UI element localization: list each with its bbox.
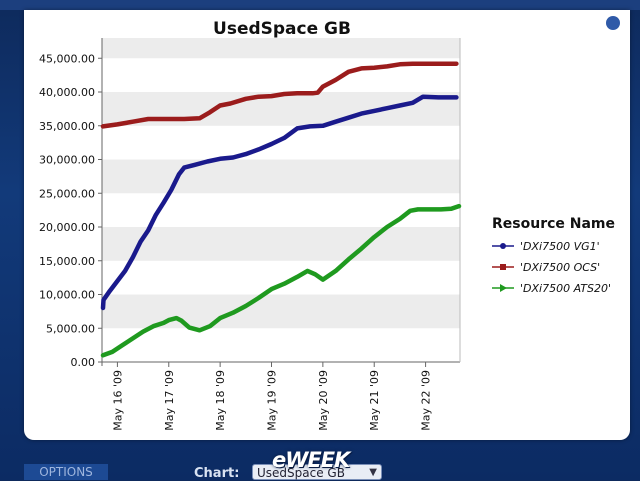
y-tick-label: 0.00 bbox=[71, 356, 96, 369]
x-axis: May 16 '09 May 17 '09 May 18 '09 May 19 '09… bbox=[111, 362, 433, 431]
x-tick-label: May 21 '09 bbox=[368, 370, 381, 431]
corner-dot bbox=[606, 16, 620, 30]
x-tick-label: May 18 '09 bbox=[214, 370, 227, 431]
chart-select-label: Chart: bbox=[194, 466, 240, 481]
y-tick-label: 25,000.00 bbox=[39, 187, 95, 200]
chart-panel: UsedSpace GB 0.00 5,000.00 10,000.00 15,000… bbox=[24, 10, 630, 440]
grid-band bbox=[102, 159, 460, 194]
series-line-0 bbox=[100, 94, 459, 311]
y-axis: 0.00 5,000.00 10,000.00 15,000.00 20,000.00 2… bbox=[39, 52, 102, 369]
y-tick-label: 5,000.00 bbox=[46, 322, 95, 335]
legend-marker-square bbox=[500, 264, 506, 270]
options-tab[interactable]: OPTIONS bbox=[24, 464, 108, 480]
y-tick-label: 20,000.00 bbox=[39, 221, 95, 234]
y-tick-label: 35,000.00 bbox=[39, 120, 95, 133]
chart-select-value: UsedSpace GB bbox=[257, 466, 345, 480]
legend-marker-triangle bbox=[500, 284, 507, 292]
y-tick-label: 10,000.00 bbox=[39, 289, 95, 302]
x-tick-label: May 17 '09 bbox=[163, 370, 176, 431]
y-tick-label: 30,000.00 bbox=[39, 154, 95, 167]
chart-title: UsedSpace GB bbox=[213, 19, 351, 39]
legend-title: Resource Name bbox=[492, 216, 615, 232]
axes bbox=[98, 38, 461, 366]
legend-label: 'DXi7500 VG1' bbox=[520, 240, 600, 253]
x-tick-label: May 19 '09 bbox=[265, 370, 278, 431]
x-tick-label: May 22 '09 bbox=[420, 370, 433, 431]
eweek-logo: eWEEK bbox=[272, 448, 350, 472]
chevron-down-icon[interactable]: ▼ bbox=[369, 467, 377, 478]
y-tick-label: 40,000.00 bbox=[39, 86, 95, 99]
legend: Resource Name 'DXi7500 VG1' 'DXi7500 OCS' '… bbox=[492, 216, 615, 295]
legend-marker-circle bbox=[500, 243, 506, 249]
y-tick-label: 45,000.00 bbox=[39, 52, 95, 65]
grid-bands bbox=[102, 38, 460, 329]
grid-band bbox=[102, 38, 460, 59]
series-lines bbox=[100, 61, 462, 358]
series-line-2 bbox=[100, 203, 462, 358]
bottom-bar: OPTIONS Chart: UsedSpace GB ▼ eWEEK bbox=[0, 444, 640, 481]
y-tick-label: 15,000.00 bbox=[39, 255, 95, 268]
chart: UsedSpace GB 0.00 5,000.00 10,000.00 15,000… bbox=[39, 19, 615, 431]
x-tick-label: May 20 '09 bbox=[317, 370, 330, 431]
series-line-1 bbox=[100, 61, 459, 129]
grid-band bbox=[102, 227, 460, 261]
legend-label: 'DXi7500 ATS20' bbox=[520, 282, 611, 295]
x-tick-label: May 16 '09 bbox=[111, 370, 124, 431]
legend-label: 'DXi7500 OCS' bbox=[520, 261, 600, 274]
top-strip bbox=[0, 0, 640, 10]
